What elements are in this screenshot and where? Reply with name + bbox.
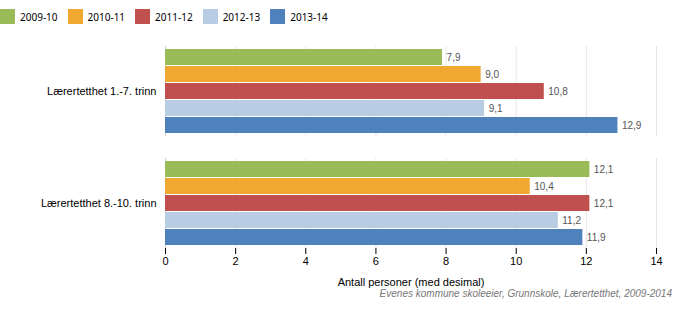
svg-text:6: 6 — [373, 255, 379, 267]
html-text:2012-13: 2012-13 — [222, 9, 261, 24]
html-text:2010-11: 2010-11 — [87, 9, 126, 24]
html-text:2009-10: 2009-10 — [20, 9, 58, 24]
svg-text:7,9: 7,9 — [447, 52, 461, 63]
svg-text:10: 10 — [510, 255, 522, 267]
svg-text:11,2: 11,2 — [562, 215, 581, 226]
svg-text:14: 14 — [650, 255, 662, 267]
svg-text:Lærertetthet 8.-10. trinn: Lærertetthet 8.-10. trinn — [41, 197, 157, 209]
svg-text:11,9: 11,9 — [587, 232, 606, 243]
html-text:Evenes kommune skoleeier, Grun: Evenes kommune skoleeier, Grunnskole, Læ… — [379, 288, 672, 299]
svg-text:0: 0 — [162, 255, 168, 267]
svg-text:10,8: 10,8 — [548, 86, 568, 97]
svg-text:10,4: 10,4 — [534, 181, 554, 192]
svg-text:9,0: 9,0 — [485, 69, 499, 80]
svg-text:Antall personer (med desimal): Antall personer (med desimal) — [338, 276, 485, 288]
svg-text:Lærertetthet 1.-7. trinn: Lærertetthet 1.-7. trinn — [47, 85, 156, 97]
svg-text:8: 8 — [443, 255, 449, 267]
svg-text:12: 12 — [580, 255, 592, 267]
svg-text:2: 2 — [233, 255, 239, 267]
svg-text:12,1: 12,1 — [594, 164, 614, 175]
html-text:2011-12: 2011-12 — [155, 9, 193, 24]
svg-text:9,1: 9,1 — [489, 103, 503, 114]
html-text:2013-14: 2013-14 — [290, 9, 328, 24]
svg-text:12,9: 12,9 — [622, 120, 642, 131]
svg-text:4: 4 — [303, 255, 309, 267]
svg-text:12,1: 12,1 — [594, 198, 614, 209]
